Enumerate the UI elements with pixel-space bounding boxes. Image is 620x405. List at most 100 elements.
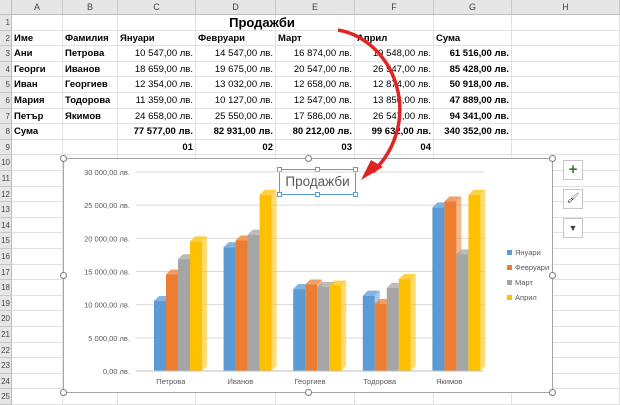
- resize-handle-br[interactable]: [549, 389, 556, 396]
- row-header-16[interactable]: 16: [0, 249, 12, 265]
- resize-handle-tr[interactable]: [549, 155, 556, 162]
- data-cell[interactable]: 16 874,00 лв.: [293, 48, 352, 60]
- data-cell[interactable]: 26 547,00 лв.: [372, 63, 431, 75]
- bar-2-1[interactable]: [166, 274, 178, 371]
- row-header-19[interactable]: 19: [0, 295, 12, 312]
- data-cell[interactable]: 10 127,00 лв.: [214, 95, 273, 106]
- month-number-cell[interactable]: 03: [341, 141, 352, 153]
- resize-handle-bm[interactable]: [305, 389, 312, 396]
- row-header-21[interactable]: 21: [0, 327, 12, 343]
- row-header-24[interactable]: 24: [0, 373, 12, 390]
- row-header-8[interactable]: 8: [0, 124, 12, 140]
- resize-handle-tl[interactable]: [60, 155, 67, 162]
- data-cell[interactable]: 20 547,00 лв.: [293, 63, 352, 75]
- row-header-11[interactable]: 11: [0, 171, 12, 187]
- bar-4-1[interactable]: [190, 241, 202, 371]
- data-cell[interactable]: Тодорова: [65, 95, 111, 106]
- legend-entry[interactable]: Февруари: [515, 263, 549, 272]
- row-header-25[interactable]: 25: [0, 389, 12, 405]
- row-header-6[interactable]: 6: [0, 93, 12, 109]
- bar-4-3[interactable]: [329, 285, 342, 371]
- bar-2-5[interactable]: [444, 201, 457, 371]
- data-cell[interactable]: Якимов: [65, 110, 101, 122]
- data-cell[interactable]: 85 428,00 лв.: [449, 63, 509, 75]
- data-cell[interactable]: Иванов: [65, 63, 101, 75]
- header-cell[interactable]: Сума: [436, 32, 461, 44]
- header-cell[interactable]: Март: [278, 32, 302, 44]
- month-number-cell[interactable]: 04: [420, 141, 431, 153]
- data-cell[interactable]: 50 918,00 лв.: [449, 79, 509, 91]
- row-header-9[interactable]: 9: [0, 139, 12, 156]
- data-cell[interactable]: Иван: [14, 79, 38, 91]
- data-cell[interactable]: 26 547,00 лв.: [372, 110, 431, 122]
- data-cell[interactable]: 19 675,00 лв.: [214, 63, 273, 75]
- total-cell[interactable]: 80 212,00 лв.: [292, 126, 352, 138]
- legend-entry[interactable]: Януари: [515, 248, 541, 257]
- row-header-10[interactable]: 10: [0, 155, 12, 171]
- sheet-title[interactable]: Продажби: [229, 15, 295, 30]
- row-header-2[interactable]: 2: [0, 30, 12, 47]
- bar-3-5[interactable]: [456, 254, 469, 371]
- data-cell[interactable]: 13 032,00 лв.: [214, 79, 273, 91]
- chart-title-box[interactable]: Продажби: [277, 167, 358, 197]
- bar-1-2[interactable]: [223, 247, 236, 371]
- data-cell[interactable]: 12 874,00 лв.: [372, 79, 431, 91]
- row-header-15[interactable]: 15: [0, 233, 12, 249]
- row-header-14[interactable]: 14: [0, 217, 12, 234]
- data-cell[interactable]: Петър: [14, 110, 44, 122]
- select-all-corner[interactable]: [0, 0, 12, 15]
- data-cell[interactable]: Георги: [14, 63, 46, 75]
- header-cell[interactable]: Февруари: [198, 32, 245, 44]
- column-header-b[interactable]: B: [63, 0, 118, 15]
- data-cell[interactable]: Мария: [14, 95, 45, 106]
- data-cell[interactable]: 12 354,00 лв.: [134, 79, 193, 91]
- row-header-1[interactable]: 1: [0, 15, 12, 31]
- row-header-12[interactable]: 12: [0, 186, 12, 203]
- header-cell[interactable]: Януари: [120, 32, 155, 44]
- column-header-e[interactable]: E: [276, 0, 355, 15]
- chart-area[interactable]: Продажби 0,00 лв. 5 000,00 лв. 10 000,00 л…: [63, 158, 553, 393]
- bar-2-2[interactable]: [235, 240, 248, 371]
- chart-filter-funnel-icon[interactable]: ▼: [563, 218, 583, 238]
- data-cell[interactable]: 14 547,00 лв.: [214, 48, 273, 60]
- row-header-4[interactable]: 4: [0, 61, 12, 78]
- data-cell[interactable]: 12 658,00 лв.: [293, 79, 352, 91]
- data-cell[interactable]: 94 341,00 лв.: [449, 110, 509, 122]
- month-number-cell[interactable]: 02: [262, 141, 273, 153]
- data-cell[interactable]: 61 516,00 лв.: [449, 48, 509, 60]
- month-number-cell[interactable]: 01: [182, 141, 193, 153]
- column-header-d[interactable]: D: [196, 0, 276, 15]
- header-cell[interactable]: Април: [357, 32, 388, 44]
- bar-3-4[interactable]: [386, 287, 399, 371]
- bar-4-2[interactable]: [259, 194, 272, 371]
- bar-3-2[interactable]: [247, 234, 260, 371]
- total-cell[interactable]: 99 632,00 лв.: [371, 126, 431, 138]
- resize-handle-tm[interactable]: [305, 155, 312, 162]
- bar-1-5[interactable]: [432, 207, 445, 371]
- total-cell[interactable]: 340 352,00 лв.: [444, 126, 509, 138]
- row-header-3[interactable]: 3: [0, 46, 12, 62]
- data-cell[interactable]: 19 548,00 лв.: [372, 48, 431, 60]
- resize-handle-mr[interactable]: [549, 272, 556, 279]
- data-cell[interactable]: Ани: [14, 48, 33, 60]
- row-header-7[interactable]: 7: [0, 108, 12, 125]
- data-cell[interactable]: 12 547,00 лв.: [293, 95, 352, 106]
- column-header-g[interactable]: G: [434, 0, 512, 15]
- column-header-a[interactable]: A: [12, 0, 63, 15]
- data-cell[interactable]: 17 586,00 лв.: [293, 110, 352, 122]
- data-cell[interactable]: 47 889,00 лв.: [449, 95, 509, 106]
- resize-handle-ml[interactable]: [60, 272, 67, 279]
- resize-handle-bl[interactable]: [60, 389, 67, 396]
- row-header-5[interactable]: 5: [0, 77, 12, 93]
- data-cell[interactable]: Петрова: [65, 48, 105, 60]
- row-header-23[interactable]: 23: [0, 358, 12, 374]
- chart-styles-brush-icon[interactable]: 🖌: [563, 189, 583, 209]
- total-cell[interactable]: 77 577,00 лв.: [133, 126, 193, 138]
- bar-4-4[interactable]: [398, 279, 411, 371]
- legend-entry[interactable]: Април: [515, 293, 537, 302]
- bar-1-4[interactable]: [362, 295, 375, 371]
- bar-1-1[interactable]: [154, 301, 166, 371]
- row-header-17[interactable]: 17: [0, 264, 12, 281]
- legend-entry[interactable]: Март: [515, 278, 534, 287]
